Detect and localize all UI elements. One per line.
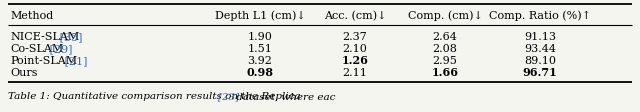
Text: [23]: [23] (218, 92, 239, 101)
Text: [21]: [21] (61, 56, 88, 65)
Text: Method: Method (10, 11, 53, 21)
Text: 1.66: 1.66 (431, 67, 458, 78)
Text: Table 1: Quantitative comparison results on the Replica: Table 1: Quantitative comparison results… (8, 92, 304, 101)
Text: 2.64: 2.64 (433, 32, 458, 42)
Text: Point-SLAM: Point-SLAM (10, 56, 77, 65)
Text: 1.90: 1.90 (248, 32, 273, 42)
Text: 89.10: 89.10 (524, 56, 556, 65)
Text: [29]: [29] (46, 44, 72, 54)
Text: 2.11: 2.11 (342, 67, 367, 77)
Text: 1.51: 1.51 (248, 44, 273, 54)
Text: [35]: [35] (56, 32, 83, 42)
Text: Co-SLAM: Co-SLAM (10, 44, 63, 54)
Text: 2.10: 2.10 (342, 44, 367, 54)
Text: 93.44: 93.44 (524, 44, 556, 54)
Text: 2.95: 2.95 (433, 56, 458, 65)
Text: Comp. Ratio (%)↑: Comp. Ratio (%)↑ (489, 11, 591, 21)
Text: Acc. (cm)↓: Acc. (cm)↓ (324, 11, 387, 21)
Text: 2.08: 2.08 (433, 44, 458, 54)
Text: 91.13: 91.13 (524, 32, 556, 42)
Text: 2.37: 2.37 (342, 32, 367, 42)
Text: 96.71: 96.71 (523, 67, 557, 78)
Text: dataset, where eac: dataset, where eac (233, 92, 335, 101)
Text: Ours: Ours (10, 67, 38, 77)
Text: NICE-SLAM: NICE-SLAM (10, 32, 79, 42)
Text: Comp. (cm)↓: Comp. (cm)↓ (408, 11, 483, 21)
Text: 1.26: 1.26 (342, 55, 369, 66)
Text: 3.92: 3.92 (248, 56, 273, 65)
Text: 0.98: 0.98 (246, 67, 273, 78)
Text: Depth L1 (cm)↓: Depth L1 (cm)↓ (214, 11, 305, 21)
